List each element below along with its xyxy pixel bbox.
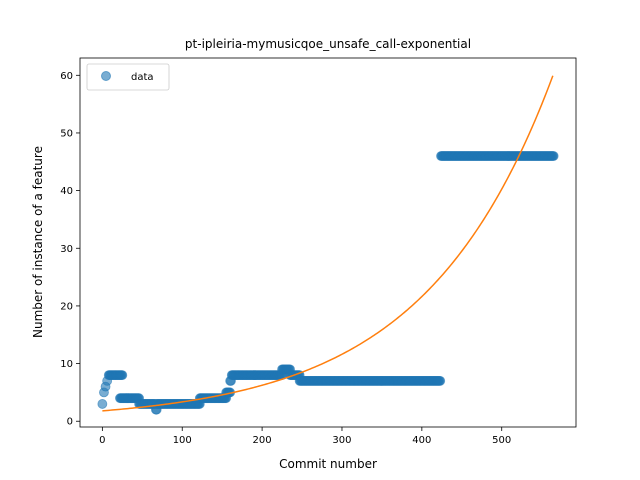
y-tick-label: 10 [60,359,73,370]
x-tick-label: 300 [332,435,351,446]
y-tick-label: 50 [60,128,73,139]
legend-box [86,63,170,91]
y-tick-label: 60 [60,71,73,82]
data-points [97,151,559,415]
y-axis-label: Number of instance of a feature [31,146,45,338]
x-tick-label: 200 [253,435,272,446]
legend: data [86,63,170,91]
y-tick-label: 30 [60,244,73,255]
fit-line-group [102,75,554,412]
legend-label-data: data [131,72,154,83]
data-point [97,399,108,409]
plot-area-frame [79,57,577,428]
x-axis-ticks: 0 100 200 300 400 500 [99,427,511,446]
x-tick-label: 500 [492,435,511,446]
data-point [435,375,446,386]
chart-title: pt-ipleiria-mymusicqoe_unsafe_call-expon… [185,37,471,51]
x-tick-label: 400 [412,435,431,446]
y-tick-label: 0 [67,417,73,428]
y-axis-ticks: 0 10 20 30 40 50 60 [60,71,80,428]
x-tick-label: 100 [173,435,192,446]
x-axis-label: Commit number [279,457,377,471]
y-tick-label: 40 [60,186,73,197]
y-tick-label: 20 [60,301,73,312]
x-tick-label: 0 [99,435,105,446]
data-point [117,370,128,381]
legend-marker [101,71,111,81]
fit-line [102,75,554,412]
data-point [548,151,559,161]
